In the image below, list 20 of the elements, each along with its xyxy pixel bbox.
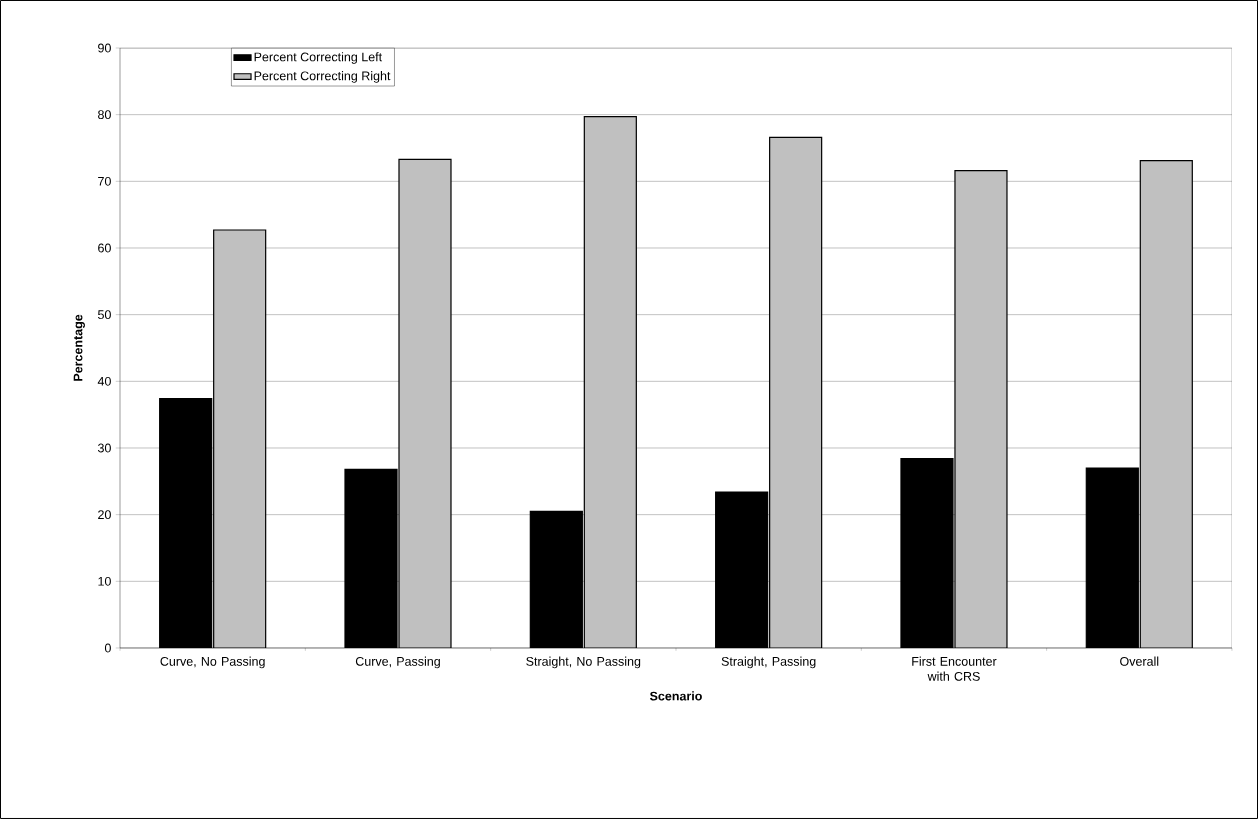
y-tick-label: 30	[97, 443, 111, 453]
y-axis-title: Percentage	[73, 314, 85, 381]
y-tick-label: 40	[97, 376, 111, 386]
legend-label: Percent Correcting Left	[254, 52, 383, 64]
y-tick-label: 20	[98, 510, 111, 520]
x-axis-title: Scenario	[649, 691, 702, 701]
y-tick-label: 60	[98, 243, 111, 253]
x-tick-label: Straight, Passing	[721, 656, 816, 669]
x-tick-label: Curve, No Passing	[160, 656, 265, 669]
x-tick-label: Curve, Passing	[355, 656, 440, 669]
x-tick-label: First Encounter with CRS	[912, 656, 997, 681]
y-tick-label: 70	[98, 176, 111, 186]
x-tick-label: Straight, No Passing	[526, 656, 641, 669]
legend-label: Percent Correcting Right	[254, 71, 391, 83]
y-tick-label: 50	[97, 310, 111, 320]
y-tick-label: 80	[98, 110, 111, 120]
x-tick-label: Overall	[1120, 656, 1159, 666]
y-tick-label: 90	[98, 43, 111, 53]
y-tick-label: 10	[98, 576, 111, 586]
y-tick-label: 0	[104, 643, 111, 653]
